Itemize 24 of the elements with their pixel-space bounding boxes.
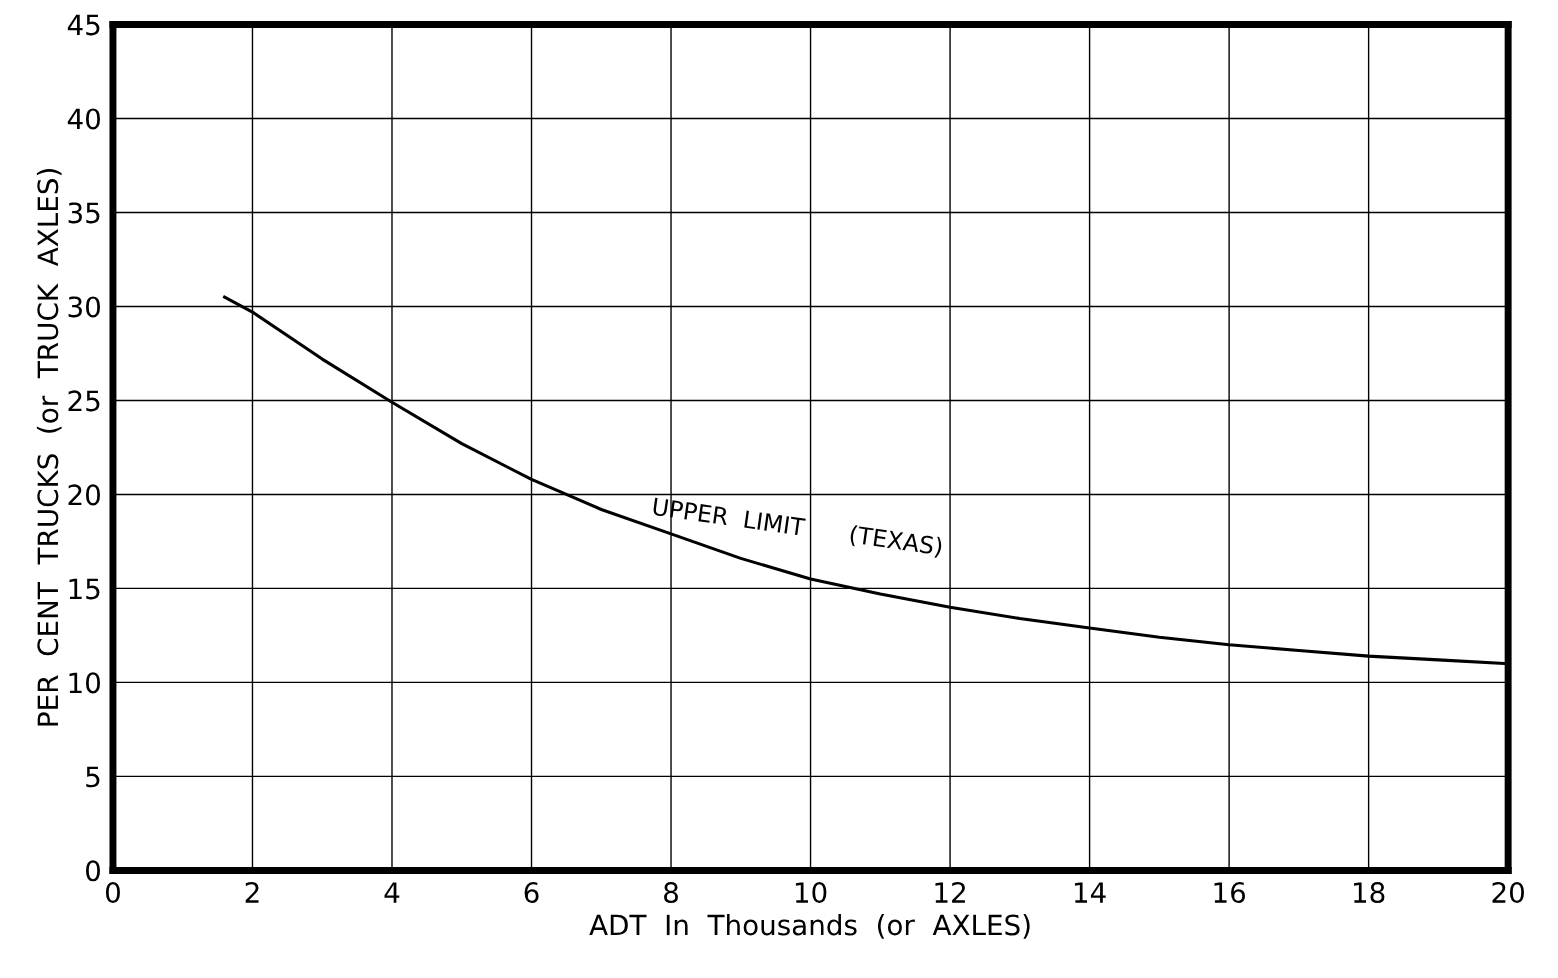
annotation: UPPER LIMIT (TEXAS) xyxy=(652,497,943,559)
x-tick-label: 2 xyxy=(245,882,259,903)
x-tick-label: 18 xyxy=(1354,882,1385,904)
y-tick-label: 45 xyxy=(67,14,100,36)
x-tick-label: 20 xyxy=(1492,882,1524,904)
y-tick-label: 5 xyxy=(86,766,100,788)
y-tick-label: 35 xyxy=(68,202,100,224)
y-tick-label: 0 xyxy=(86,860,100,882)
x-tick-label: 0 xyxy=(105,882,120,904)
x-tick-label: 10 xyxy=(795,882,827,904)
y-tick-label: 30 xyxy=(68,296,100,318)
y-tick-label: 15 xyxy=(69,578,100,600)
y-tick-label: 40 xyxy=(67,108,100,130)
y-tick-label: 10 xyxy=(69,672,100,694)
x-tick-label: 16 xyxy=(1214,882,1246,904)
x-tick-label: 12 xyxy=(935,882,965,903)
x-tick-label: 4 xyxy=(384,882,400,903)
x-axis-title: ADT In Thousands (or AXLES) xyxy=(589,913,1030,939)
x-tick-label: 8 xyxy=(664,882,678,904)
y-tick-label: 25 xyxy=(68,390,100,412)
x-tick-label: 6 xyxy=(524,882,539,904)
x-tick-label: 14 xyxy=(1074,882,1106,903)
y-tick-label: 20 xyxy=(68,484,100,506)
y-axis-title: PER CENT TRUCKS (or TRUCK AXLES) xyxy=(36,169,62,726)
